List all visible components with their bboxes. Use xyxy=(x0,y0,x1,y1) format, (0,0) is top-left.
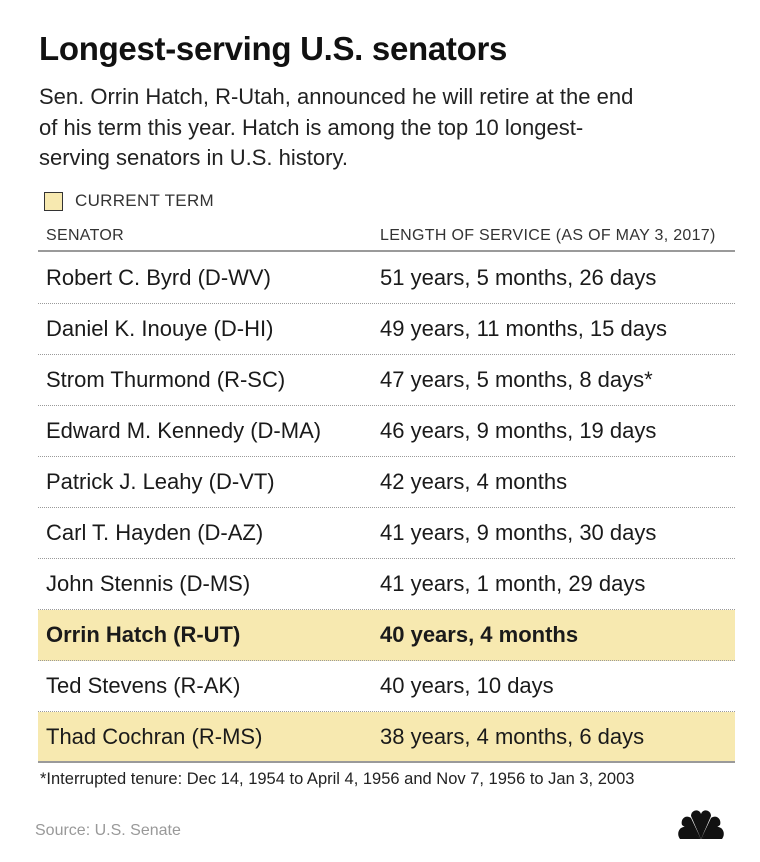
length-of-service: 51 years, 5 months, 26 days xyxy=(380,265,657,290)
senator-name: Orrin Hatch (R-UT) xyxy=(46,622,241,647)
table-row: Ted Stevens (R-AK) 40 years, 10 days xyxy=(38,661,735,712)
table-row: Thad Cochran (R-MS) 38 years, 4 months, 6… xyxy=(38,712,735,763)
senator-name: John Stennis (D-MS) xyxy=(46,571,251,596)
column-header-length-of-service: LENGTH OF SERVICE (AS OF MAY 3, 2017) xyxy=(380,227,716,244)
length-of-service: 46 years, 9 months, 19 days xyxy=(380,418,657,443)
length-of-service: 49 years, 11 months, 15 days xyxy=(380,316,667,341)
senator-name: Daniel K. Inouye (D-HI) xyxy=(46,316,274,341)
length-of-service: 38 years, 4 months, 6 days xyxy=(380,724,645,749)
table-row: Strom Thurmond (R-SC) 47 years, 5 months,… xyxy=(38,355,735,406)
table-row: Carl T. Hayden (D-AZ) 41 years, 9 months,… xyxy=(38,508,735,559)
length-of-service: 41 years, 9 months, 30 days xyxy=(380,520,657,545)
table-row: Daniel K. Inouye (D-HI) 49 years, 11 mont… xyxy=(38,304,735,355)
table-header: SENATOR LENGTH OF SERVICE (AS OF MAY 3, … xyxy=(38,224,735,252)
table-row: Robert C. Byrd (D-WV) 51 years, 5 months,… xyxy=(38,253,735,304)
senator-name: Robert C. Byrd (D-WV) xyxy=(46,265,271,290)
table-row: Edward M. Kennedy (D-MA) 46 years, 9 mont… xyxy=(38,406,735,457)
nbc-peacock-icon xyxy=(678,810,724,839)
senator-name: Patrick J. Leahy (D-VT) xyxy=(46,469,275,494)
senator-name: Thad Cochran (R-MS) xyxy=(46,724,263,749)
legend-label: CURRENT TERM xyxy=(75,191,214,210)
length-of-service: 40 years, 4 months xyxy=(380,622,579,647)
length-of-service: 47 years, 5 months, 8 days* xyxy=(380,367,653,392)
senator-name: Edward M. Kennedy (D-MA) xyxy=(46,418,322,443)
legend: CURRENT TERM xyxy=(44,190,214,212)
source-note: Source: U.S. Senate xyxy=(35,822,181,839)
table-body: Robert C. Byrd (D-WV) 51 years, 5 months,… xyxy=(38,253,735,763)
chart-subtitle: Sen. Orrin Hatch, R-Utah, announced he w… xyxy=(39,84,634,170)
legend-swatch xyxy=(44,191,63,211)
senator-name: Ted Stevens (R-AK) xyxy=(46,673,241,698)
length-of-service: 42 years, 4 months xyxy=(380,469,568,494)
column-header-senator: SENATOR xyxy=(46,227,124,244)
table-row: Patrick J. Leahy (D-VT) 42 years, 4 month… xyxy=(38,457,735,508)
senator-name: Carl T. Hayden (D-AZ) xyxy=(46,520,264,545)
table-row: Orrin Hatch (R-UT) 40 years, 4 months xyxy=(38,610,735,661)
chart-title: Longest-serving U.S. senators xyxy=(39,30,508,67)
length-of-service: 40 years, 10 days xyxy=(380,673,554,698)
table-row: John Stennis (D-MS) 41 years, 1 month, 29… xyxy=(38,559,735,610)
senator-name: Strom Thurmond (R-SC) xyxy=(46,367,286,392)
footnote: *Interrupted tenure: Dec 14, 1954 to Apr… xyxy=(40,770,635,788)
length-of-service: 41 years, 1 month, 29 days xyxy=(380,571,646,596)
